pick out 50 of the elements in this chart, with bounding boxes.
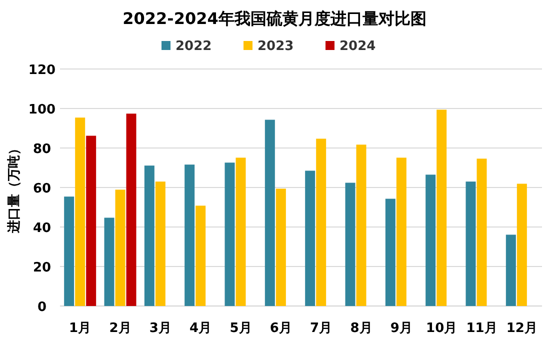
x-tick-label: 4月: [190, 321, 212, 336]
bar: [104, 218, 114, 306]
bar: [396, 158, 406, 306]
bar: [155, 182, 166, 306]
bar: [75, 118, 86, 306]
bar: [64, 196, 74, 306]
y-tick-label: 60: [32, 182, 52, 196]
bar: [276, 188, 286, 306]
x-tick-label: 1月: [69, 321, 92, 336]
y-tick-label: 40: [32, 221, 52, 236]
bar: [196, 206, 206, 306]
x-tick-label: 12月: [506, 321, 538, 336]
bar: [184, 164, 195, 306]
y-axis-title: 进口量（万吨）: [7, 142, 22, 234]
x-tick-label: 5月: [230, 321, 252, 336]
bar: [144, 166, 154, 306]
y-tick-label: 20: [32, 260, 52, 276]
y-tick-label: 100: [28, 102, 56, 118]
bar: [476, 158, 487, 306]
x-tick-label: 10月: [426, 321, 458, 336]
bar: [236, 158, 246, 306]
bar: [316, 138, 326, 306]
bar: [126, 114, 136, 306]
x-tick-label: 11月: [466, 321, 498, 336]
bar: [305, 170, 316, 306]
legend-label: 2023: [258, 39, 294, 54]
legend-label: 2024: [340, 39, 376, 54]
bar: [426, 174, 436, 306]
bar: [356, 144, 366, 306]
x-tick-label: 7月: [310, 321, 332, 336]
x-tick-label: 9月: [390, 321, 412, 336]
bar: [115, 190, 126, 306]
bar: [466, 182, 476, 306]
x-tick-label: 8月: [350, 321, 372, 336]
y-tick-label: 80: [32, 142, 52, 157]
bar: [385, 198, 396, 306]
bar: [345, 182, 356, 306]
bar: [436, 110, 447, 306]
bar: [86, 136, 96, 306]
bar: [264, 120, 275, 306]
legend-label: 2022: [176, 39, 212, 54]
x-tick-label: 2月: [109, 321, 132, 336]
bar: [224, 162, 235, 306]
chart-title: 2022-2024年我国硫黄月度进口量对比图: [122, 9, 426, 28]
bar: [516, 184, 527, 306]
y-tick-label: 120: [28, 63, 56, 78]
x-tick-label: 3月: [149, 321, 172, 336]
x-tick-label: 6月: [270, 321, 292, 336]
y-tick-label: 0: [37, 300, 47, 315]
bar: [506, 234, 516, 306]
